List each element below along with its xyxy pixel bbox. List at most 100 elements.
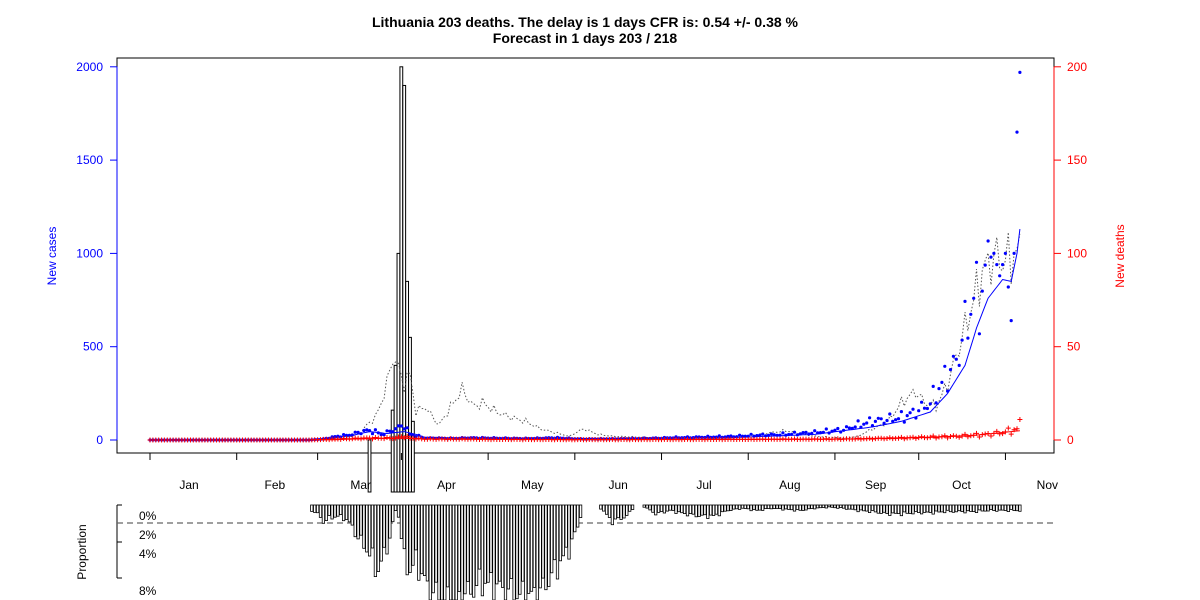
proportion-bar [425, 504, 430, 582]
cases-point [992, 251, 996, 255]
cases-point [856, 419, 860, 423]
proportion-bar [862, 504, 866, 512]
proportion-bar [790, 504, 794, 511]
proportion-bar [616, 504, 620, 519]
cases-point [810, 431, 814, 435]
cases-point [946, 389, 950, 393]
x-month-label: Mar [350, 478, 371, 492]
cases-point [362, 428, 366, 433]
proportion-bar [318, 504, 323, 518]
proportion-bar [613, 504, 617, 520]
main-plot-frame [116, 57, 1055, 454]
proportion-bar [810, 504, 814, 509]
proportion-bar [535, 504, 539, 600]
cases-point [405, 426, 409, 430]
cases-point [833, 428, 837, 432]
proportion-bar [657, 504, 661, 513]
proportion-bar [321, 504, 326, 524]
left-tick-label: 1500 [76, 153, 103, 167]
cases-point [365, 428, 369, 432]
proportion-bar [937, 504, 941, 513]
proportion-bar [784, 504, 788, 510]
proportion-bar [989, 504, 993, 510]
proportion-bar [946, 504, 950, 511]
proportion-bar [816, 504, 820, 509]
cases-point [980, 289, 984, 293]
cases-point [790, 432, 794, 436]
proportion-bar [1015, 504, 1019, 512]
cases-point [894, 418, 898, 422]
proportion-bar [755, 504, 759, 511]
proportion-bar [466, 504, 470, 582]
deaths-point [994, 428, 1000, 434]
deaths-point [942, 433, 948, 439]
proportion-bar [576, 504, 580, 528]
cases-point [873, 419, 878, 423]
deaths-point [962, 431, 968, 437]
proportion-bar [448, 504, 453, 600]
proportion-bar [951, 504, 956, 513]
proportion-bar [570, 504, 574, 540]
deaths-bars-group [367, 66, 415, 493]
proportion-bar [631, 504, 635, 510]
cases-point [868, 416, 872, 420]
cases-point [974, 260, 979, 264]
cases-point [885, 418, 889, 423]
x-month-label: Oct [952, 478, 971, 492]
cases-point [373, 428, 377, 432]
proportion-bar [359, 504, 363, 536]
cases-point [735, 435, 739, 439]
right-tick-label: 200 [1067, 60, 1087, 74]
proportion-bar [500, 504, 505, 588]
proportion-bar [408, 504, 412, 573]
cases-point [729, 434, 733, 438]
cases-point [775, 433, 779, 437]
proportion-bar [691, 504, 695, 515]
proportion-bar [443, 504, 447, 600]
proportion-bar [561, 504, 565, 557]
cases-point [957, 363, 961, 367]
proportion-bar [792, 504, 797, 512]
deaths-point [976, 434, 982, 440]
proportion-bar [966, 504, 970, 512]
proportion-bar [801, 504, 805, 511]
cases-point [778, 433, 782, 437]
cases-point [726, 434, 730, 438]
proportion-bar [532, 504, 537, 588]
cases-point [882, 421, 886, 425]
cases-point [350, 433, 354, 437]
cases-point [1012, 251, 1016, 255]
cases-point [1015, 130, 1019, 134]
proportion-bar [787, 504, 791, 510]
cases-point [402, 427, 406, 431]
deaths-point [948, 434, 953, 439]
proportion-bar [778, 504, 782, 509]
proportion-bar [651, 504, 655, 513]
cases-point [813, 429, 817, 433]
deaths-point [398, 434, 404, 440]
proportion-bar [333, 504, 337, 518]
cases-point [787, 432, 791, 437]
proportion-bar [998, 504, 1002, 511]
cases-point [824, 427, 828, 431]
proportion-bar [706, 504, 710, 519]
deaths-point [413, 436, 419, 442]
cases-point [986, 239, 990, 243]
cases-point [951, 354, 956, 358]
proportion-bar [714, 504, 719, 515]
proportion-bar [836, 504, 840, 509]
deaths-point [1011, 427, 1017, 433]
cases-point [804, 430, 808, 434]
cases-point [370, 432, 375, 436]
proportion-bar [954, 504, 958, 513]
proportion-bar [688, 504, 693, 515]
proportion-bar [373, 504, 378, 577]
proportion-bar [602, 504, 606, 512]
proportion-bar [315, 504, 320, 514]
proportion-bar [764, 504, 768, 509]
deaths-point [404, 433, 410, 439]
cases-point [850, 426, 854, 430]
cases-point [940, 380, 944, 384]
x-month-label: Aug [779, 478, 800, 492]
cases-point [764, 434, 768, 438]
